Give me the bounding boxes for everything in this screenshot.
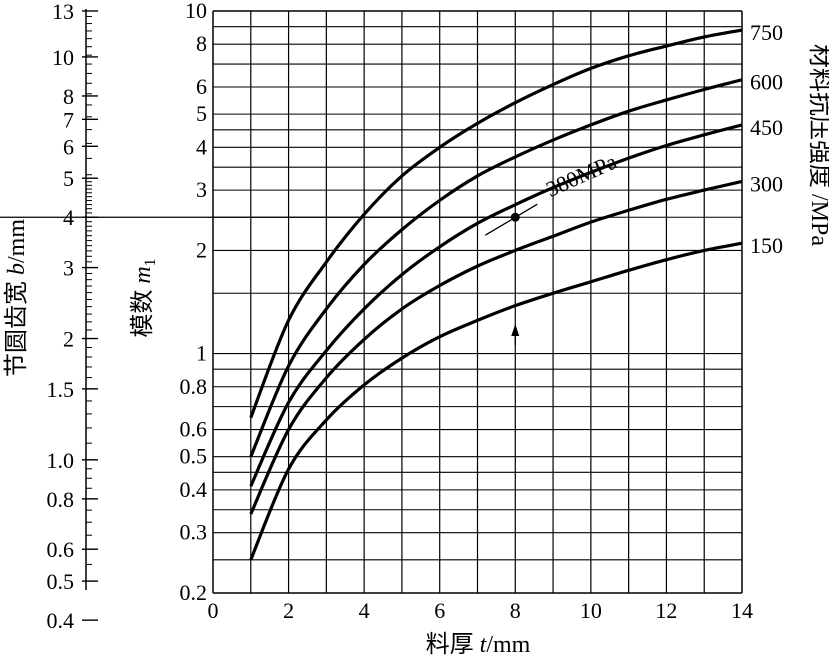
y-tick-label: 2: [196, 237, 207, 262]
b-tick-label: 2: [63, 327, 74, 352]
x-tick-label: 6: [434, 598, 445, 623]
y-tick-label: 4: [196, 134, 207, 159]
annotation-point: [510, 212, 520, 222]
x-tick-label: 2: [283, 598, 294, 623]
y-tick-label: 0.2: [180, 580, 208, 605]
b-tick-label: 0.4: [47, 608, 75, 633]
annotation-leader: [484, 203, 538, 236]
series-axis-title: 材料抗压强度 /MPa: [806, 44, 829, 246]
x-tick-label: 0: [208, 598, 219, 623]
y-tick-label: 0.8: [180, 374, 208, 399]
b-tick-label: 13: [52, 0, 74, 24]
b-axis-title: 节圆齿宽 b/mm: [3, 219, 30, 377]
b-tick-label: 7: [63, 107, 74, 132]
curve-750mpa: [249, 28, 743, 419]
x-axis: 0 2 4 6 8 10 12 14: [208, 598, 754, 623]
y-tick-label: 0.5: [180, 444, 208, 469]
y-axis-title: 模数 m1: [129, 258, 159, 337]
y-tick-label: 10: [185, 0, 207, 23]
b-tick-label: 3: [63, 256, 74, 281]
x-tick-label: 14: [731, 598, 753, 623]
series-label-150: 150: [750, 233, 783, 258]
series-labels: 750 600 450 300 150: [750, 20, 783, 258]
annotation-label: 380MPa: [542, 149, 620, 202]
b-tick-label: 1.0: [47, 448, 75, 473]
b-tick-label: 6: [63, 134, 74, 159]
curve-600mpa: [249, 78, 743, 458]
x-tick-label: 4: [359, 598, 370, 623]
b-tick-label: 8: [63, 84, 74, 109]
series-label-750: 750: [750, 20, 783, 45]
b-tick-label: 0.6: [47, 537, 75, 562]
y-tick-label: 6: [196, 74, 207, 99]
y-tick-label: 3: [196, 177, 207, 202]
curve-150mpa: [249, 241, 743, 561]
b-tick-label: 0.5: [47, 569, 75, 594]
x-tick-label: 10: [580, 598, 602, 623]
series-label-600: 600: [750, 70, 783, 95]
b-tick-label: 5: [63, 166, 74, 191]
x-tick-label: 8: [510, 598, 521, 623]
series-label-300: 300: [750, 171, 783, 196]
x-axis-title: 料厚 t/mm: [426, 631, 531, 658]
y-tick-label: 0.6: [180, 417, 208, 442]
y-tick-label: 5: [196, 101, 207, 126]
b-tick-label: 1.5: [47, 377, 75, 402]
b-tick-label: 10: [52, 45, 74, 70]
annotation-arrow-head: [511, 324, 520, 336]
b-tick-label: 0.8: [47, 487, 75, 512]
y-tick-label: 8: [196, 31, 207, 56]
y-tick-label: 1: [196, 341, 207, 366]
grid-lines: [212, 10, 743, 594]
y-tick-label: 0.4: [180, 477, 208, 502]
x-tick-label: 12: [655, 598, 677, 623]
curve-300mpa: [249, 179, 743, 515]
y-axis: 0.2 0.3 0.4 0.50.6 0.8 1 2 3 4 56 8 10: [180, 0, 208, 605]
y-tick-label: 0.3: [180, 520, 208, 545]
curve-450mpa: [249, 123, 743, 487]
series-label-450: 450: [750, 115, 783, 140]
curves: [249, 28, 743, 561]
